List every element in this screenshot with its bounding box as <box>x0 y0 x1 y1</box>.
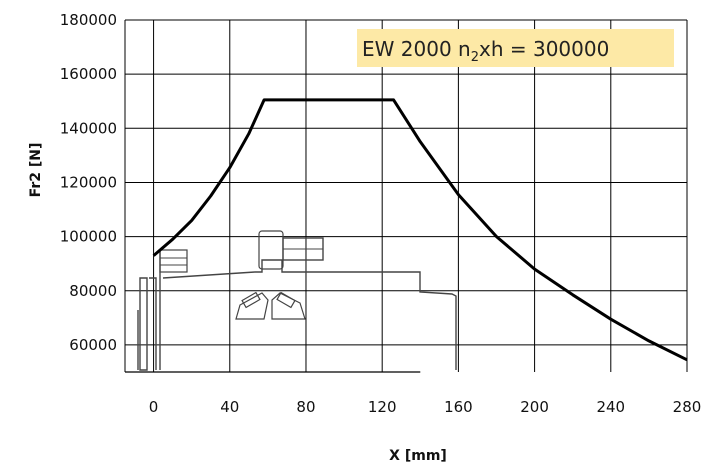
y-tick-label-3: 120000 <box>60 173 117 191</box>
annotation-background <box>357 29 674 67</box>
x-tick-label-5: 200 <box>520 398 549 416</box>
x-axis-title: X [mm] <box>389 448 447 464</box>
y-tick-label-4: 140000 <box>60 119 117 137</box>
x-tick-label-0: 0 <box>149 398 159 416</box>
annotation-text: EW 2000 n2xh = 300000 <box>362 37 609 65</box>
series-line-0 <box>152 98 688 362</box>
x-tick-label-2: 80 <box>296 398 315 416</box>
shaft-outline <box>137 250 457 371</box>
axes: 0 40 80 120 160 200 240 280 60000 80000 100000 1200… <box>60 11 702 416</box>
shaft-step <box>159 249 188 273</box>
chart-marks <box>152 98 688 362</box>
lower-bearings <box>235 291 306 320</box>
y-tick-label-5: 160000 <box>60 65 117 83</box>
y-tick-label-2: 100000 <box>60 228 117 246</box>
y-axis-title: Fr2 [N] <box>28 143 44 198</box>
x-tick-label-6: 240 <box>596 398 625 416</box>
y-tick-label-1: 80000 <box>69 282 117 300</box>
x-tick-label-4: 160 <box>444 398 473 416</box>
legend-annotation: EW 2000 n2xh = 300000 <box>357 29 674 67</box>
y-tick-label-0: 60000 <box>69 336 117 354</box>
shaft-bearing-drawing <box>137 230 457 371</box>
x-tick-label-1: 40 <box>220 398 239 416</box>
y-tick-label-6: 180000 <box>60 11 117 29</box>
x-tick-label-3: 120 <box>368 398 397 416</box>
x-tick-label-7: 280 <box>673 398 702 416</box>
